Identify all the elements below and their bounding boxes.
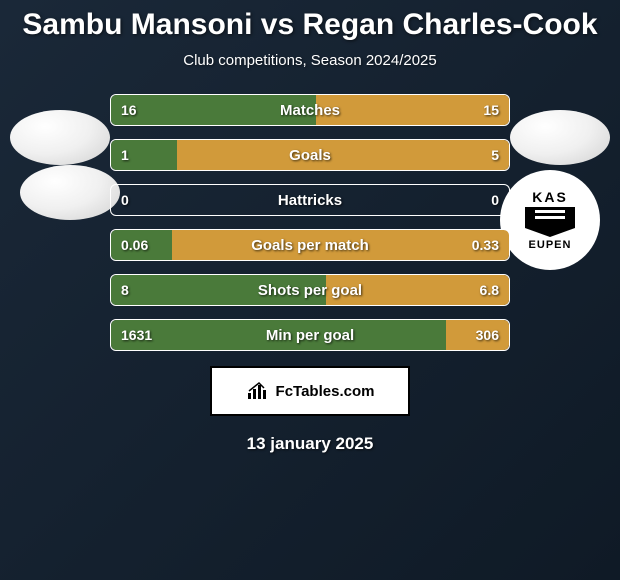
stat-value-right: 0.33 — [472, 237, 499, 253]
stat-label: Matches — [280, 102, 340, 119]
player2-avatar — [510, 110, 610, 165]
logo-text: FcTables.com — [276, 383, 375, 400]
stat-value-right: 306 — [476, 327, 499, 343]
stat-bar: 1631 Min per goal 306 — [110, 319, 510, 351]
stats-container: 16 Matches 15 1 Goals 5 0 Hattricks 0 0.06 Goals p… — [110, 94, 510, 351]
player2-club-badge: KAS EUPEN — [500, 170, 600, 270]
stat-value-left: 8 — [121, 282, 129, 298]
club-badge-bottom-text: EUPEN — [529, 239, 572, 251]
club-badge-top-text: KAS — [532, 189, 568, 205]
stat-bar: 0 Hattricks 0 — [110, 184, 510, 216]
stat-bar: 1 Goals 5 — [110, 139, 510, 171]
stat-bar: 8 Shots per goal 6.8 — [110, 274, 510, 306]
stat-value-right: 15 — [483, 102, 499, 118]
stat-bar: 0.06 Goals per match 0.33 — [110, 229, 510, 261]
stat-value-left: 16 — [121, 102, 137, 118]
club-badge-shield-icon — [525, 207, 575, 237]
infographic-date: 13 january 2025 — [247, 434, 374, 454]
stat-label: Goals — [289, 147, 331, 164]
stat-label: Hattricks — [278, 192, 342, 209]
player1-club-avatar — [20, 165, 120, 220]
stat-label: Goals per match — [251, 237, 369, 254]
player1-avatar — [10, 110, 110, 165]
stat-label: Min per goal — [266, 327, 354, 344]
fctables-logo[interactable]: FcTables.com — [210, 366, 410, 416]
stat-bar: 16 Matches 15 — [110, 94, 510, 126]
stat-value-left: 1 — [121, 147, 129, 163]
stat-fill-right — [316, 95, 509, 125]
stat-value-right: 0 — [491, 192, 499, 208]
stat-value-left: 1631 — [121, 327, 152, 343]
stat-fill-right — [177, 140, 509, 170]
stat-value-left: 0 — [121, 192, 129, 208]
stat-value-left: 0.06 — [121, 237, 148, 253]
comparison-title: Sambu Mansoni vs Regan Charles-Cook — [22, 8, 597, 42]
stat-value-right: 6.8 — [480, 282, 499, 298]
chart-icon — [246, 381, 270, 401]
stat-label: Shots per goal — [258, 282, 362, 299]
comparison-subtitle: Club competitions, Season 2024/2025 — [183, 52, 437, 69]
stat-value-right: 5 — [491, 147, 499, 163]
